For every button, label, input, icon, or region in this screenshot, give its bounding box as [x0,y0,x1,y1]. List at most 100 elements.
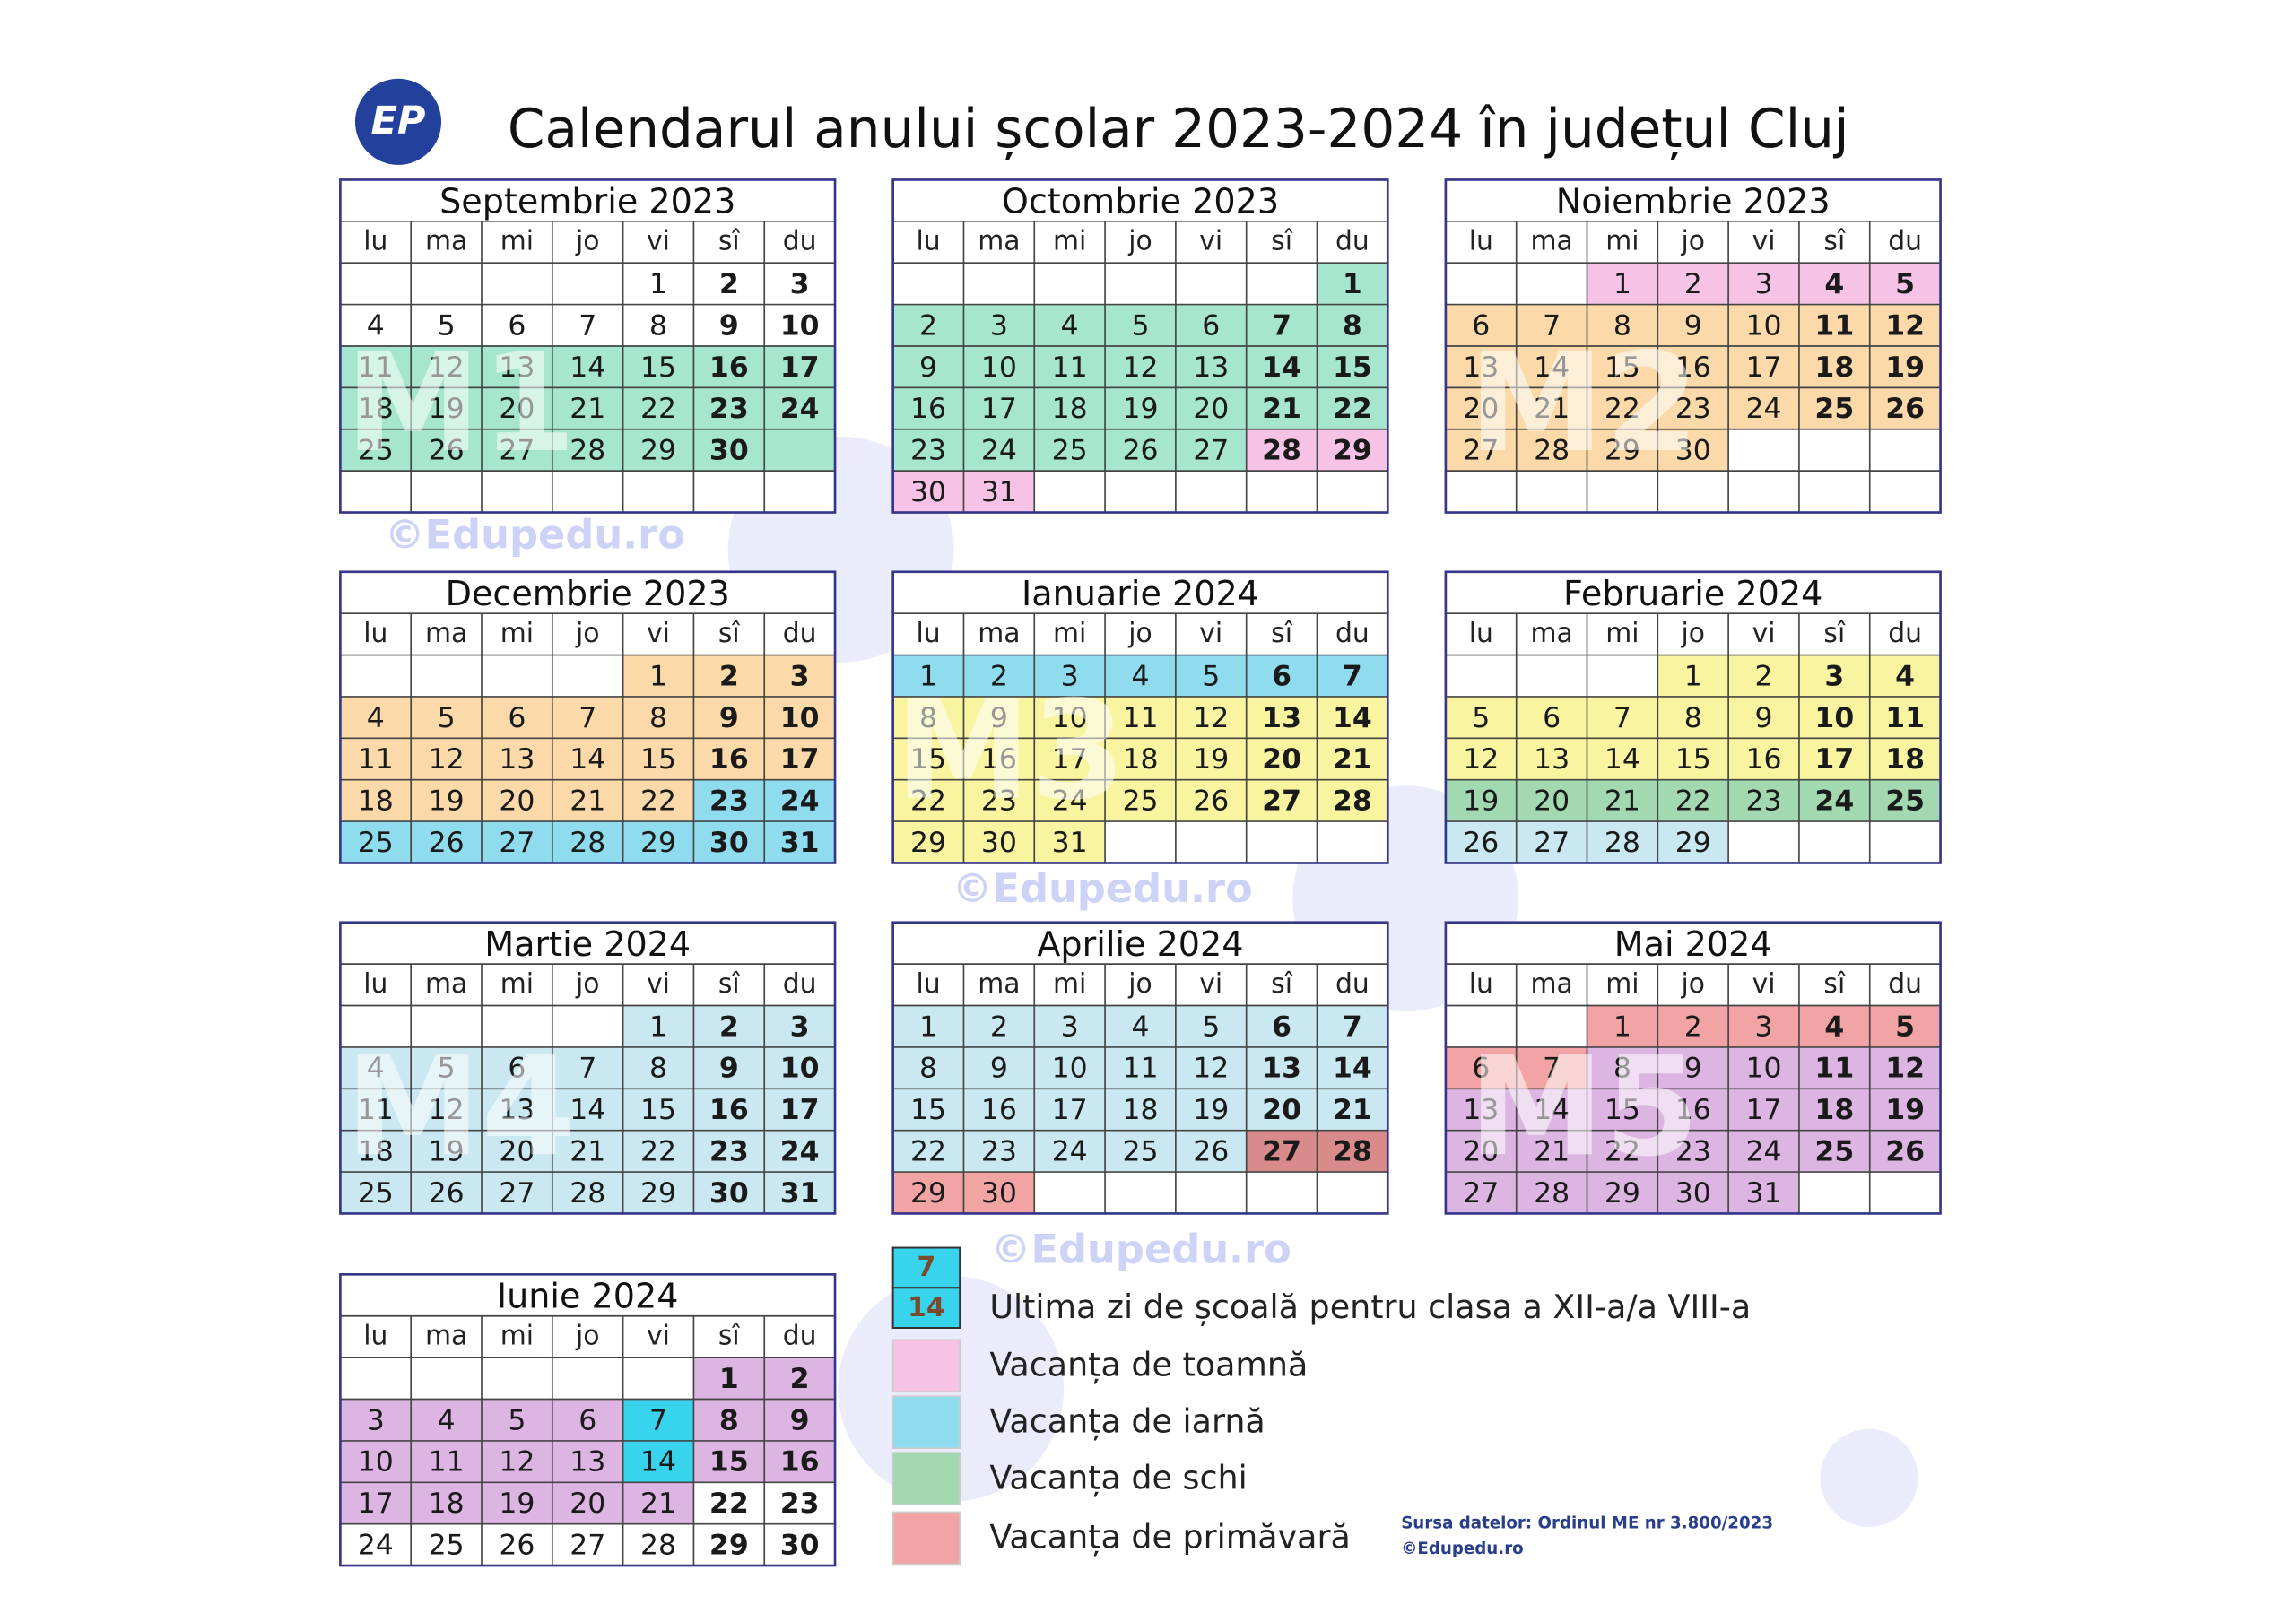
day-number: 16 [910,393,946,425]
day-cell [1246,779,1318,822]
day-cell [1246,1089,1318,1131]
day-cell [1175,1089,1247,1131]
day-number: 30 [1675,435,1711,467]
day-cell [764,429,836,472]
day-number: 7 [1272,309,1292,342]
day-cell [1317,738,1388,780]
weekday: mi [500,1320,534,1351]
day-cell [622,821,694,863]
day-cell [1869,1130,1941,1173]
day-cell [764,1399,836,1441]
weekday: mi [1053,968,1086,1000]
day-cell [552,1399,623,1441]
day-cell [1516,345,1587,388]
day-number: 19 [1193,1094,1229,1126]
day-cell [1516,738,1587,780]
month-title: Iunie 2024 [497,1276,679,1315]
day-number: 24 [1746,1136,1782,1168]
day-number: 18 [1814,351,1854,384]
day-number: 30 [981,1177,1017,1210]
day-cell [963,1046,1035,1089]
day-cell [1798,1089,1870,1131]
weekday: sî [718,618,741,649]
day-number: 30 [1675,1177,1711,1210]
day-cell [482,1440,552,1483]
legend-label: Vacanța de primăvară [989,1518,1350,1557]
day-cell [1105,304,1176,346]
day-number: 21 [570,1136,605,1168]
day-cell [963,696,1035,739]
day-number: 30 [981,827,1017,859]
day-cell [892,655,964,697]
day-number: 24 [780,785,820,818]
day-number: 26 [1885,393,1925,425]
day-cell [1798,738,1870,780]
weekday: sî [1271,226,1293,257]
day-number: 9 [990,702,1008,734]
day-number: 12 [499,1446,535,1479]
day-number: 21 [1534,393,1570,425]
day-number: 25 [1122,785,1158,818]
day-number: 18 [1122,743,1158,776]
weekday: sî [1271,968,1293,1000]
day-cell [1798,263,1870,305]
weekday: lu [916,226,940,257]
day-cell [622,1172,694,1214]
day-number: 1 [649,660,667,692]
day-number: 18 [358,785,394,818]
weekday: lu [1469,226,1493,257]
weekday: lu [363,968,387,1000]
source-note: Sursa datelor: Ordinul ME nr 3.800/2023 [1401,1514,1773,1533]
day-cell [552,1172,623,1214]
weekday: du [1335,968,1370,1000]
weekday: vi [1752,618,1776,649]
day-cell [1175,738,1247,780]
day-cell [764,1357,836,1400]
day-cell [1034,1089,1106,1131]
day-number: 15 [640,1094,676,1126]
day-cell [1728,263,1799,305]
day-cell [411,1089,483,1131]
day-cell [1869,696,1941,739]
day-cell [1587,1130,1658,1173]
day-number: 26 [429,827,465,859]
day-cell [1445,387,1517,429]
weekday: du [1888,618,1922,649]
day-number: 15 [910,1094,946,1126]
day-cell [693,345,765,388]
day-number: 12 [1193,1053,1229,1085]
day-number: 28 [1605,827,1640,859]
day-cell [552,738,623,780]
day-number: 10 [780,1053,820,1085]
day-number: 14 [570,743,605,776]
day-cell [1445,696,1517,739]
day-cell [1798,1005,1870,1047]
day-number: 11 [358,743,394,776]
day-number: 14 [1262,351,1301,384]
day-number: 27 [1262,785,1301,818]
day-cell [1728,655,1799,697]
day-cell [1798,1046,1870,1089]
day-cell [1034,655,1106,697]
weekday: ma [425,226,467,257]
day-number: 28 [570,435,605,467]
day-number: 23 [1675,1136,1711,1168]
day-number: 7 [649,1404,667,1436]
day-cell [1657,1130,1729,1173]
day-cell [1728,1130,1799,1173]
day-cell [482,1089,552,1131]
day-number: 3 [1824,660,1844,692]
weekday: mi [500,968,534,1000]
day-number: 10 [358,1446,394,1479]
day-number: 3 [1061,660,1079,692]
day-cell [1516,779,1587,822]
day-number: 19 [1885,351,1925,384]
day-cell [411,696,483,739]
day-number: 22 [640,785,676,818]
day-number: 8 [1343,309,1362,342]
day-number: 30 [709,1177,749,1210]
day-number: 19 [429,785,465,818]
day-number: 2 [1684,268,1702,300]
day-number: 25 [358,827,394,859]
